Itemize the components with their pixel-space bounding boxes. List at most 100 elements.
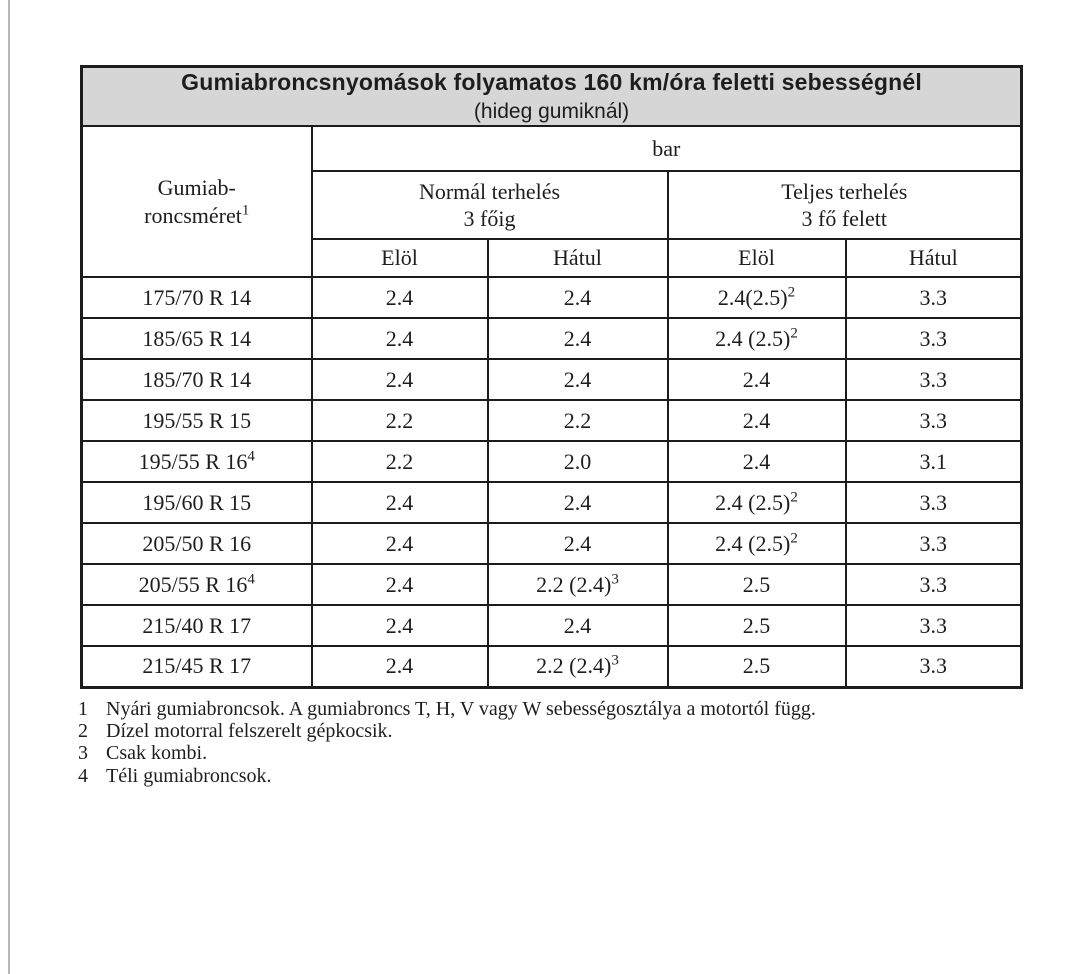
- footnote-ref: 4: [247, 448, 255, 465]
- table-row: 205/50 R 16 2.4 2.4 2.4 (2.5)2 3.3: [80, 522, 1023, 566]
- table-body: 175/70 R 14 2.4 2.4 2.4(2.5)2 3.3 185/65 R 14…: [80, 276, 1023, 689]
- pressure-cell: 2.5: [666, 563, 847, 607]
- pressure-cell: 2.4: [666, 399, 847, 443]
- footnote-text: Dízel motorral felszerelt gépkocsik.: [106, 720, 393, 743]
- pressure-cell: 2.2 (2.4)3: [486, 645, 669, 689]
- normal-load-header: Normál terhelés 3 főig: [310, 170, 669, 241]
- pressure-cell: 2.4(2.5)2: [666, 276, 847, 320]
- pressure-cell: 2.4 (2.5)2: [666, 481, 847, 525]
- tire-size-cell: 175/70 R 14: [80, 276, 313, 320]
- footnote: 4 Téli gumiabroncsok.: [78, 765, 1020, 787]
- normal-rear-header: Hátul: [486, 238, 669, 279]
- footnote-text: Nyári gumiabroncsok. A gumiabroncs T, H,…: [106, 697, 816, 720]
- tire-size-header: Gumiab- roncsméret1: [80, 125, 313, 279]
- footnote-ref: 2: [790, 530, 798, 547]
- footnote: 3 Csak kombi.: [78, 742, 1020, 764]
- table-row: 195/60 R 15 2.4 2.4 2.4 (2.5)2 3.3: [80, 481, 1023, 525]
- unit-header: bar: [310, 125, 1023, 173]
- tire-size-cell: 205/55 R 164: [80, 563, 313, 607]
- tire-size-cell: 195/55 R 15: [80, 399, 313, 443]
- table-row: 195/55 R 164 2.2 2.0 2.4 3.1: [80, 440, 1023, 484]
- pressure-cell: 2.4: [486, 522, 669, 566]
- pressure-cell: 2.4: [310, 358, 489, 402]
- normal-load-header-line2: 3 főig: [463, 206, 516, 232]
- pressure-cell: 2.5: [666, 604, 847, 648]
- position-header-row: Elöl Hátul Elöl Hátul: [82, 238, 1023, 279]
- full-load-header-line1: Teljes terhelés: [781, 178, 908, 204]
- tire-size-cell: 195/60 R 15: [80, 481, 313, 525]
- table-row: 195/55 R 15 2.2 2.2 2.4 3.3: [80, 399, 1023, 443]
- footnote-number: 4: [78, 764, 88, 787]
- footnote: 1 Nyári gumiabroncsok. A gumiabroncs T, H…: [78, 698, 1020, 720]
- tire-size-cell: 185/70 R 14: [80, 358, 313, 402]
- pressure-cell: 3.3: [844, 604, 1023, 648]
- tire-pressure-table: Gumiabroncsnyomások folyamatos 160 km/ór…: [80, 65, 1024, 689]
- normal-load-header-line1: Normál terhelés: [418, 178, 561, 204]
- table-title-line2: (hideg gumiknál): [473, 99, 630, 123]
- tire-size-cell: 215/45 R 17: [80, 645, 313, 689]
- full-rear-header: Hátul: [844, 238, 1023, 279]
- footnote-ref: 2: [790, 325, 798, 342]
- unit-header-row: Gumiab- roncsméret1 bar: [80, 125, 1023, 279]
- pressure-cell: 2.4: [666, 358, 847, 402]
- pressure-cell: 2.2: [310, 440, 489, 484]
- footnote-number: 3: [78, 742, 88, 765]
- pressure-cell: 2.4: [486, 276, 669, 320]
- pressure-cell: 3.3: [844, 317, 1023, 361]
- table-row: 175/70 R 14 2.4 2.4 2.4(2.5)2 3.3: [80, 276, 1023, 320]
- pressure-cell: 2.2: [486, 399, 669, 443]
- footnote-ref: 3: [611, 571, 619, 588]
- footnote: 2 Dízel motorral felszerelt gépkocsik.: [78, 720, 1020, 742]
- pressure-cell: 2.4: [486, 604, 669, 648]
- table-row: 215/45 R 17 2.4 2.2 (2.4)3 2.5 3.3: [80, 645, 1023, 689]
- table-row: 215/40 R 17 2.4 2.4 2.5 3.3: [80, 604, 1023, 648]
- tire-size-header-line2: roncsméret: [144, 202, 242, 228]
- table-row: 185/70 R 14 2.4 2.4 2.4 3.3: [80, 358, 1023, 402]
- pressure-cell: 3.1: [844, 440, 1023, 484]
- table-row: 205/55 R 164 2.4 2.2 (2.4)3 2.5 3.3: [80, 563, 1023, 607]
- page-edge-line: [8, 0, 10, 974]
- load-header-row: Normál terhelés 3 főig Teljes terhelés 3…: [82, 170, 1023, 241]
- footnote-number: 2: [78, 720, 88, 743]
- pressure-cell: 2.4 (2.5)2: [666, 317, 847, 361]
- pressure-cell: 2.0: [486, 440, 669, 484]
- pressure-cell: 2.2 (2.4)3: [486, 563, 669, 607]
- pressure-cell: 2.4 (2.5)2: [666, 522, 847, 566]
- tire-size-cell: 195/55 R 164: [80, 440, 313, 484]
- pressure-cell: 2.4: [486, 481, 669, 525]
- pressure-cell: 2.4: [310, 276, 489, 320]
- footnote-ref: 4: [247, 571, 255, 588]
- pressure-cell: 2.4: [310, 645, 489, 689]
- table-title-row: Gumiabroncsnyomások folyamatos 160 km/ór…: [80, 65, 1023, 128]
- tire-size-cell: 215/40 R 17: [80, 604, 313, 648]
- pressure-cell: 2.4: [666, 440, 847, 484]
- tire-size-cell: 205/50 R 16: [80, 522, 313, 566]
- pressure-cell: 2.4: [310, 522, 489, 566]
- pressure-cell: 2.4: [486, 358, 669, 402]
- pressure-cell: 3.3: [844, 358, 1023, 402]
- normal-front-header: Elöl: [310, 238, 489, 279]
- footnote-text: Csak kombi.: [106, 742, 208, 765]
- pressure-cell: 2.4: [310, 604, 489, 648]
- footnote-ref: 2: [790, 489, 798, 506]
- tire-size-header-line1: Gumiab-: [157, 175, 236, 201]
- table-title: Gumiabroncsnyomások folyamatos 160 km/ór…: [80, 65, 1023, 128]
- pressure-cell: 3.3: [844, 276, 1023, 320]
- pressure-cell: 2.5: [666, 645, 847, 689]
- pressure-cell: 2.4: [310, 317, 489, 361]
- pressure-cell: 3.3: [844, 563, 1023, 607]
- pressure-cell: 3.3: [844, 481, 1023, 525]
- footnote-ref: 3: [611, 653, 619, 670]
- pressure-cell: 2.2: [310, 399, 489, 443]
- footnotes: 1 Nyári gumiabroncsok. A gumiabroncs T, H…: [78, 698, 1020, 788]
- pressure-cell: 3.3: [844, 645, 1023, 689]
- table-row: 185/65 R 14 2.4 2.4 2.4 (2.5)2 3.3: [80, 317, 1023, 361]
- footnote-number: 1: [78, 697, 88, 720]
- full-front-header: Elöl: [666, 238, 847, 279]
- table-title-line1: Gumiabroncsnyomások folyamatos 160 km/ór…: [181, 69, 922, 95]
- footnote-ref: 2: [787, 284, 796, 301]
- tire-size-header-footnote-ref: 1: [241, 202, 250, 219]
- pressure-cell: 2.4: [486, 317, 669, 361]
- content-area: Gumiabroncsnyomások folyamatos 160 km/ór…: [78, 65, 1024, 788]
